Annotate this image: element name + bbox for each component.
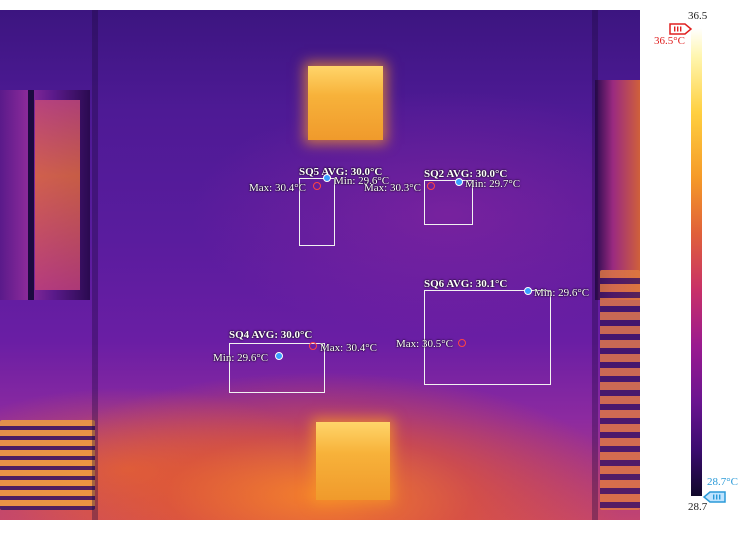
left-window-glass [35,100,80,290]
sq5-min-label: Min: 29.6°C [334,175,390,187]
sq2-roi-box[interactable] [424,180,473,225]
sq6-min-label: Min: 29.6°C [534,287,590,299]
sq2-min-label: Min: 29.7°C [465,178,521,190]
left-bottom-vent [0,420,95,510]
sq5-title: SQ5 AVG: 30.0°C [299,166,383,178]
sq4-min-label: Min: 29.6°C [213,352,269,364]
upper-hot-vent [308,66,383,140]
sq2-max-label: Max: 30.3°C [364,182,421,194]
sq5-min-point [323,174,331,182]
sq4-min-point [275,352,283,360]
left-window-bar [28,90,34,300]
thermometer-high-icon[interactable] [669,22,693,40]
sq4-title: SQ4 AVG: 30.0°C [229,329,313,341]
sq6-title: SQ6 AVG: 30.1°C [424,278,508,290]
temperature-color-scale [691,28,702,496]
lower-hot-vent [316,422,390,500]
right-bottom-vent [600,270,640,510]
sq2-min-point [455,178,463,186]
sq5-max-point [313,182,321,190]
sq6-max-point [458,339,466,347]
thermal-image [0,10,640,520]
sq2-max-point [427,182,435,190]
sq2-title: SQ2 AVG: 30.0°C [424,168,508,180]
scale-min-value: 28.7 [688,501,708,513]
sq5-roi-box[interactable] [299,178,335,246]
sq6-max-label: Max: 30.5°C [396,338,453,350]
sq6-roi-box[interactable] [424,290,551,385]
thermometer-low-icon[interactable] [702,490,726,508]
sq5-max-label: Max: 30.4°C [249,182,306,194]
scale-max-marker-label: 36.5°C [654,35,685,47]
right-window-frame [595,80,640,300]
scale-min-marker-label: 28.7°C [707,476,738,488]
sq4-max-point [309,342,317,350]
wall-seam-left [92,10,98,520]
scale-max-value: 36.5 [688,10,708,22]
sq6-min-point [524,287,532,295]
sq4-max-label: Max: 30.4°C [320,342,377,354]
wall-seam-right [592,10,598,520]
sq4-roi-box[interactable] [229,343,325,393]
